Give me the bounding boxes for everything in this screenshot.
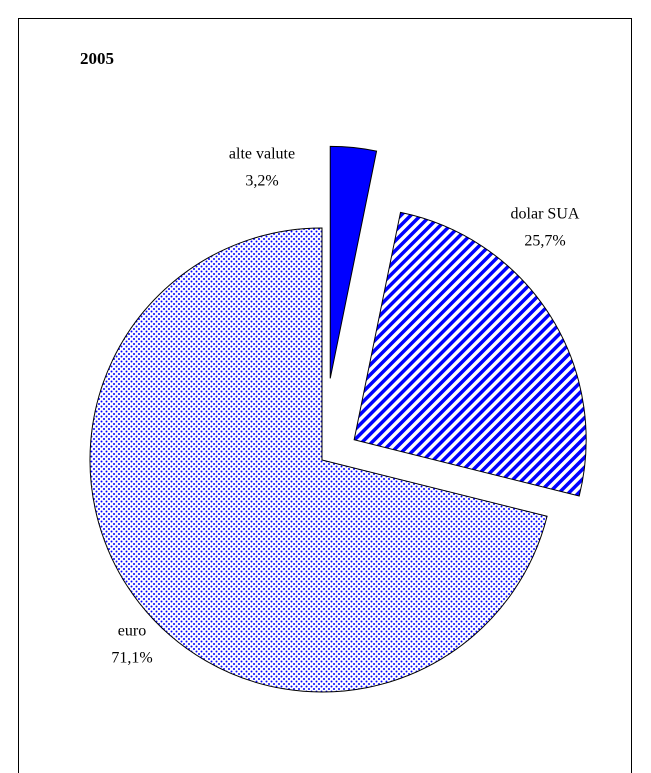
pie-slice [329, 145, 378, 379]
slice-value-label: 3,2% [245, 173, 278, 190]
chart-title: 2005 [80, 49, 114, 68]
pie-slice [353, 211, 587, 497]
slice-value-label: 71,1% [111, 650, 152, 667]
slice-label: euro [118, 623, 146, 640]
slice-value-label: 25,7% [524, 233, 565, 250]
pie-slice [89, 227, 548, 693]
slice-label: dolar SUA [511, 206, 580, 223]
slice-label: alte valute [229, 146, 295, 163]
